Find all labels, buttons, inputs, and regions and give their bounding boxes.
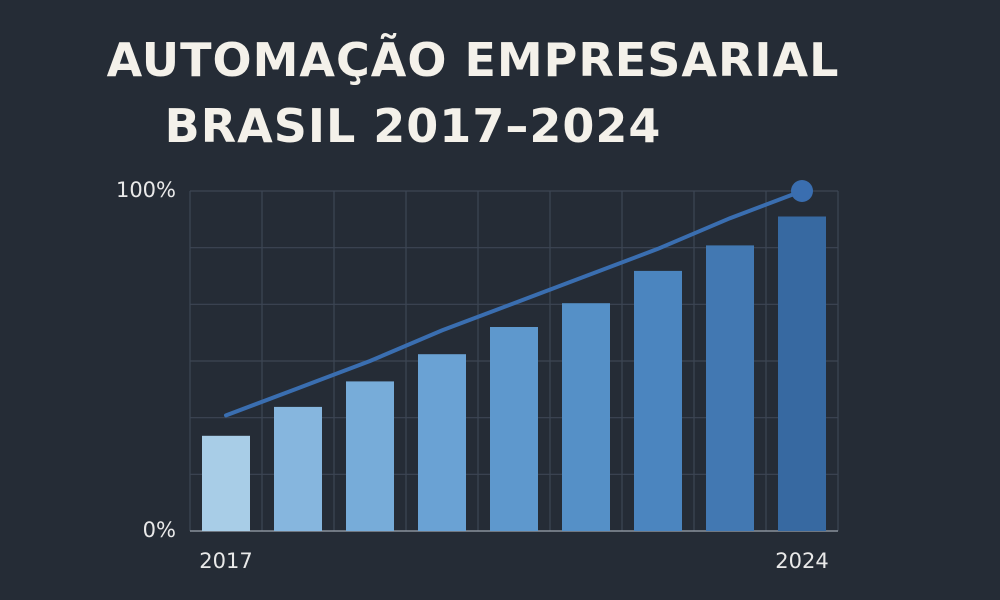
bar xyxy=(562,303,610,531)
bar xyxy=(346,381,394,531)
chart-title: AUTOMAÇÃO EMPRESARIAL xyxy=(107,32,840,87)
bar xyxy=(778,216,826,531)
bar xyxy=(634,270,682,531)
x-tick-label: 2017 xyxy=(199,549,252,573)
bar xyxy=(202,435,250,531)
plot xyxy=(202,180,826,531)
y-tick-label: 0% xyxy=(143,518,176,542)
bar xyxy=(274,406,322,531)
bar xyxy=(490,327,538,531)
x-tick-label: 2024 xyxy=(775,549,828,573)
chart-title: BRASIL 2017–2024 xyxy=(165,99,662,153)
y-tick-label: 100% xyxy=(116,178,176,202)
end-point xyxy=(791,180,813,202)
trend-line xyxy=(224,189,804,418)
bar xyxy=(706,245,754,531)
bar xyxy=(418,354,466,531)
